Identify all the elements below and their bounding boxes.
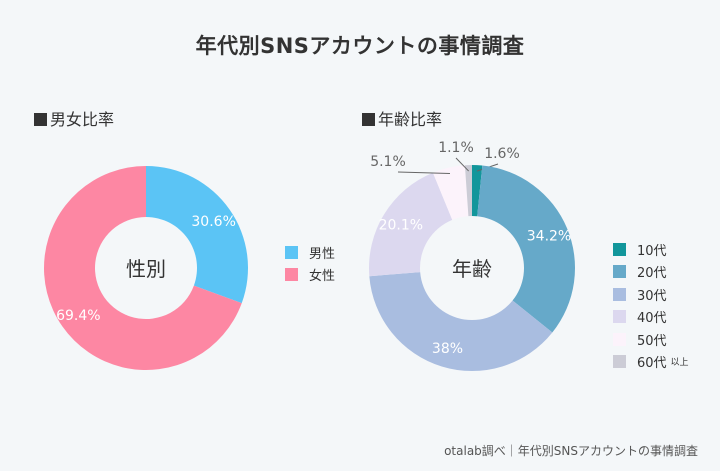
legend-label-suffix: 以上 <box>670 358 689 369</box>
legend-swatch <box>613 287 626 301</box>
leader-line <box>455 157 470 172</box>
source-footer: otalab調べ｜年代別SNSアカウントの事情調査 <box>444 444 698 458</box>
data-label: 69.4% <box>56 308 100 324</box>
legend-item: 10代 <box>613 238 689 261</box>
donut-center-label: 性別 <box>126 257 166 281</box>
legend-item: 20代 <box>613 261 689 284</box>
legend-item: 60代 以上 <box>613 351 689 374</box>
legend-swatch <box>613 310 626 324</box>
legend-label: 20代 <box>637 266 667 282</box>
section-title-gender: 男女比率 <box>34 106 114 130</box>
legend-item: 30代 <box>613 283 689 306</box>
data-label: 34.2% <box>527 229 571 245</box>
donut-slice-gender-0 <box>146 166 248 304</box>
legend-label: 30代 <box>637 288 667 304</box>
legend-swatch <box>613 332 626 346</box>
data-label: 30.6% <box>191 214 235 230</box>
data-label: 1.1% <box>438 140 474 156</box>
section-title-gender-text: 男女比率 <box>50 110 115 129</box>
donut-slice-age-5 <box>464 165 472 217</box>
donut-center-label: 年齢 <box>452 257 492 281</box>
legend-item: 50代 <box>613 328 689 351</box>
legend-item: 女性 <box>285 264 335 287</box>
legend-swatch <box>285 268 298 282</box>
legend-label: 60代 <box>637 356 667 372</box>
legend-label: 10代 <box>637 243 667 259</box>
square-bullet-icon <box>362 113 375 126</box>
donut-slice-age-1 <box>477 165 575 333</box>
legend-swatch <box>285 245 298 259</box>
legend-label: 男性 <box>309 246 336 262</box>
legend-swatch <box>613 355 626 369</box>
legend-item: 40代 <box>613 306 689 329</box>
donut-slice-age-3 <box>369 172 453 277</box>
data-label: 5.1% <box>370 154 406 170</box>
data-label: 38% <box>432 341 463 357</box>
legend-gender: 男性 女性 <box>285 241 335 286</box>
section-title-age-text: 年齢比率 <box>378 110 443 129</box>
section-title-age: 年齢比率 <box>362 106 442 130</box>
donut-slice-gender-1 <box>43 166 242 370</box>
legend-swatch <box>613 265 626 279</box>
legend-label: 50代 <box>637 333 667 349</box>
donut-slice-age-4 <box>432 165 469 220</box>
data-label: 1.6% <box>484 146 520 162</box>
leader-line <box>397 171 450 175</box>
legend-label: 40代 <box>637 311 667 327</box>
donut-slice-age-0 <box>472 165 483 217</box>
legend-age: 10代 20代 30代 40代 50代 60代 以上 <box>613 238 689 373</box>
page-title: 年代別SNSアカウントの事情調査 <box>195 34 525 58</box>
legend-swatch <box>613 242 626 256</box>
legend-item: 男性 <box>285 241 335 264</box>
legend-label: 女性 <box>309 269 336 285</box>
square-bullet-icon <box>34 113 47 126</box>
donut-slice-age-2 <box>369 272 553 371</box>
data-label: 20.1% <box>379 217 423 233</box>
